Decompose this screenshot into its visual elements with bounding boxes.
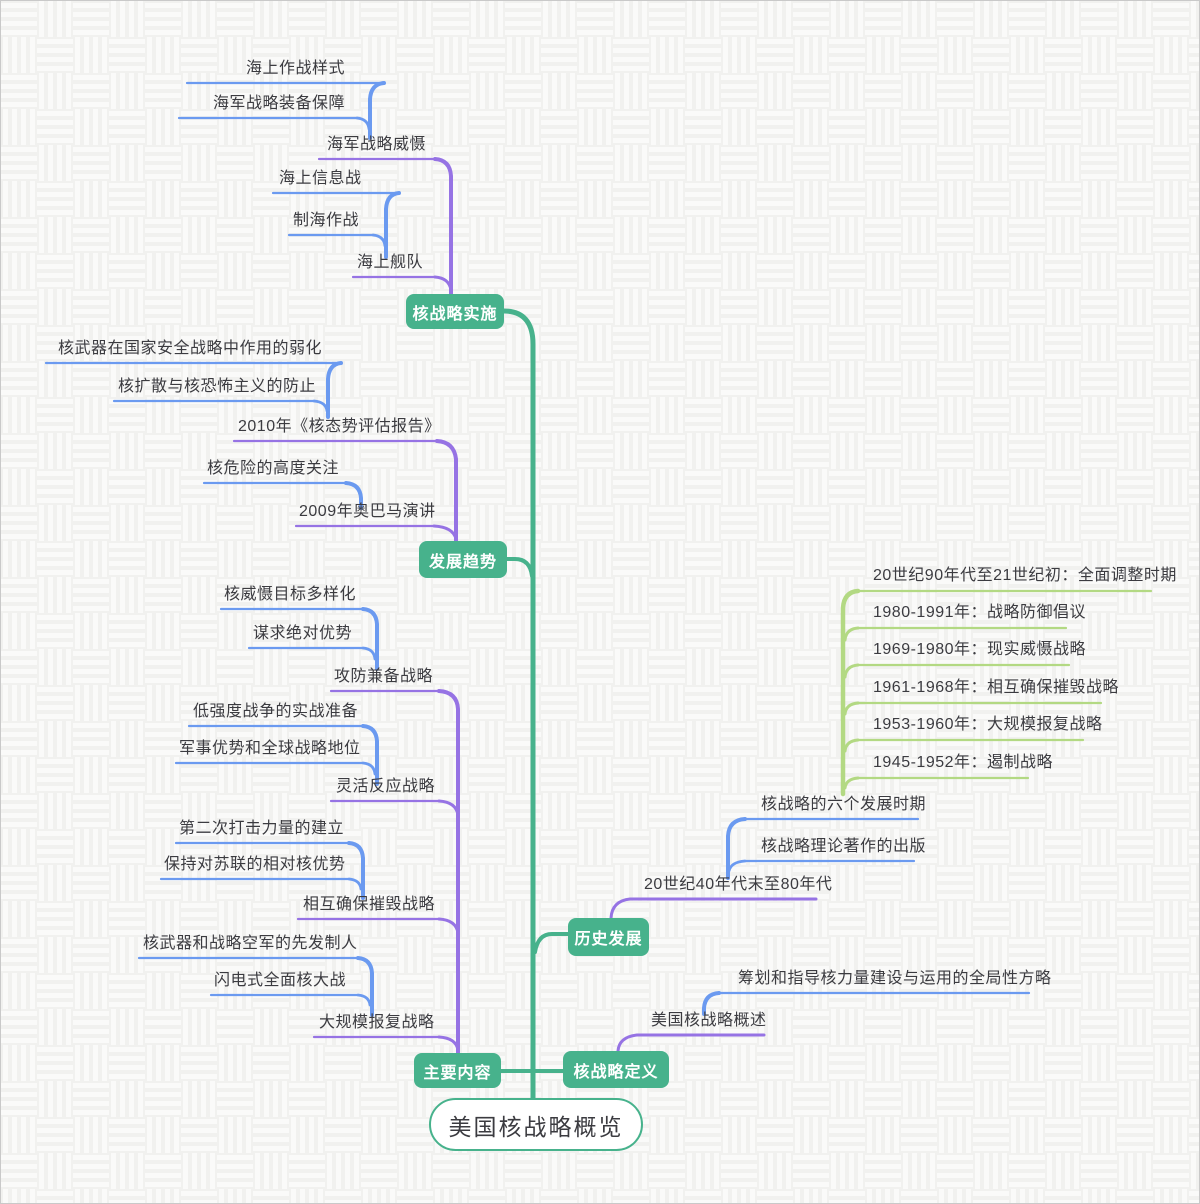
node-label[interactable]: 核扩散与核恐怖主义的防止: [118, 378, 317, 395]
node-label[interactable]: 2009年奥巴马演讲: [299, 503, 436, 520]
node-label[interactable]: 核战略理论著作的出版: [761, 838, 927, 855]
node-label[interactable]: 核武器在国家安全战略中作用的弱化: [58, 340, 323, 357]
branch-node-history[interactable]: 历史发展: [568, 918, 649, 956]
node-label[interactable]: 核威慑目标多样化: [224, 586, 357, 603]
node-label[interactable]: 20世纪40年代末至80年代: [644, 876, 833, 893]
node-label[interactable]: 核战略的六个发展时期: [761, 796, 927, 813]
node-label[interactable]: 1945-1952年：遏制战略: [873, 754, 1054, 771]
branch-node-trends[interactable]: 发展趋势: [419, 541, 507, 578]
node-label[interactable]: 第二次打击力量的建立: [179, 820, 345, 837]
node-label[interactable]: 大规模报复战略: [319, 1014, 435, 1031]
node-label[interactable]: 核危险的高度关注: [207, 460, 340, 477]
node-label[interactable]: 制海作战: [293, 212, 360, 229]
node-label[interactable]: 军事优势和全球战略地位: [179, 740, 361, 757]
node-label[interactable]: 海上舰队: [357, 254, 424, 271]
node-label[interactable]: 谋求绝对优势: [253, 625, 353, 642]
node-label[interactable]: 闪电式全面核大战: [214, 972, 347, 989]
node-label[interactable]: 相互确保摧毁战略: [303, 896, 436, 913]
node-label[interactable]: 20世纪90年代至21世纪初：全面调整时期: [873, 567, 1177, 584]
node-label[interactable]: 攻防兼备战略: [334, 668, 434, 685]
node-label[interactable]: 海军战略威慑: [327, 136, 427, 153]
node-label[interactable]: 筹划和指导核力量建设与运用的全局性方略: [738, 970, 1052, 987]
node-label[interactable]: 灵活反应战略: [336, 778, 436, 795]
node-label[interactable]: 保持对苏联的相对核优势: [164, 856, 346, 873]
node-label[interactable]: 低强度战争的实战准备: [193, 703, 359, 720]
node-label[interactable]: 1980-1991年：战略防御倡议: [873, 604, 1087, 621]
branch-node-definition[interactable]: 核战略定义: [563, 1051, 669, 1088]
node-label[interactable]: 海军战略装备保障: [213, 95, 346, 112]
node-label[interactable]: 1953-1960年：大规模报复战略: [873, 716, 1103, 733]
node-label[interactable]: 1961-1968年：相互确保摧毁战略: [873, 679, 1120, 696]
node-label[interactable]: 美国核战略概述: [651, 1012, 767, 1029]
node-label[interactable]: 海上信息战: [279, 170, 362, 187]
node-label[interactable]: 1969-1980年：现实威慑战略: [873, 641, 1087, 658]
branch-node-implementation[interactable]: 核战略实施: [406, 294, 504, 329]
branch-node-main-content[interactable]: 主要内容: [414, 1053, 501, 1088]
node-label[interactable]: 2010年《核态势评估报告》: [238, 418, 441, 435]
node-label[interactable]: 核武器和战略空军的先发制人: [143, 935, 358, 952]
root-node[interactable]: 美国核战略概览: [429, 1098, 643, 1151]
node-label[interactable]: 海上作战样式: [246, 60, 346, 77]
